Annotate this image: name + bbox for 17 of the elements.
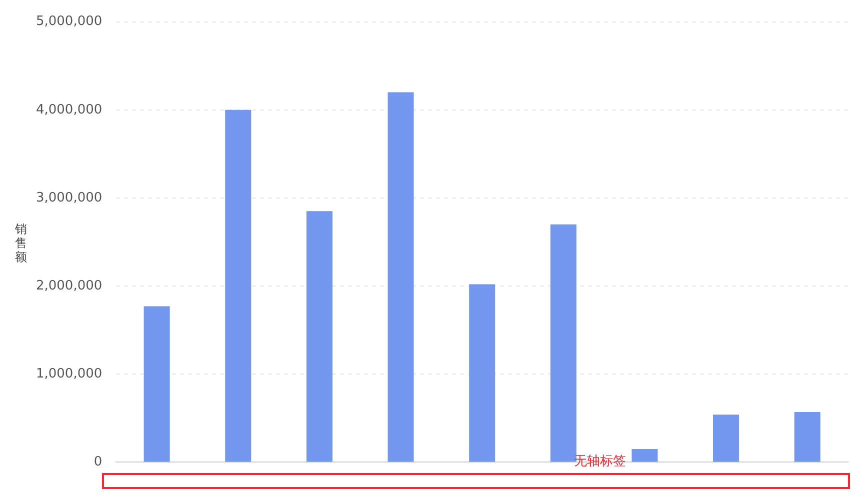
y-tick-label: 1,000,000 — [36, 366, 102, 382]
bar — [388, 92, 414, 462]
y-axis-title: 销售额 — [15, 222, 28, 264]
bar — [632, 448, 658, 462]
bar — [144, 306, 170, 462]
y-tick-label: 3,000,000 — [36, 190, 102, 206]
bar — [225, 110, 252, 462]
y-tick-label: 2,000,000 — [36, 278, 102, 294]
bar — [306, 211, 332, 462]
y-tick-label: 4,000,000 — [36, 102, 102, 118]
bar — [794, 412, 820, 462]
bar — [550, 224, 576, 462]
annotation: 无轴标签 — [574, 453, 626, 470]
y-tick-label: 5,000,000 — [36, 14, 102, 30]
bar — [469, 284, 496, 462]
y-tick-label: 0 — [94, 454, 102, 470]
bar — [713, 414, 740, 462]
